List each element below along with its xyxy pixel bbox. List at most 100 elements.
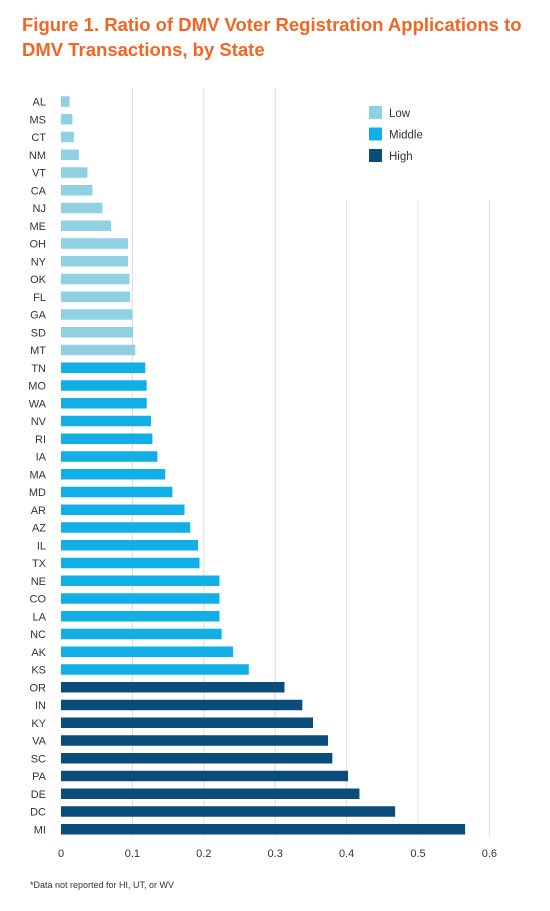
bar-sd xyxy=(61,327,134,338)
bar-ms xyxy=(61,114,73,125)
legend-swatch-middle xyxy=(369,127,382,141)
bar-nc xyxy=(61,628,222,640)
state-label: AL xyxy=(33,97,46,109)
bar-al xyxy=(61,96,70,107)
state-label: AZ xyxy=(32,523,46,535)
state-label: OR xyxy=(30,682,47,694)
state-label: GA xyxy=(30,310,47,322)
bar-ok xyxy=(61,273,130,285)
bar-nv xyxy=(61,415,151,427)
x-tick-label: 0.4 xyxy=(339,848,354,860)
gridlines xyxy=(131,88,490,836)
state-label: ME xyxy=(30,221,47,233)
bar-mi xyxy=(61,824,466,835)
state-label: IL xyxy=(37,540,46,552)
bar-ar xyxy=(61,504,185,515)
state-label: IA xyxy=(36,452,47,464)
legend-label-low: Low xyxy=(389,108,411,120)
state-label: NY xyxy=(31,256,47,268)
state-labels: AL MS CT NM VT CA NJ ME OH NY OK FL GA SD MT TN MO WA NV RI… xyxy=(28,97,46,837)
bar-ga xyxy=(61,309,133,320)
bar-sc xyxy=(61,753,333,764)
state-label: AK xyxy=(31,647,46,659)
state-label: FL xyxy=(33,292,46,304)
bar-or xyxy=(61,682,285,693)
state-label: NV xyxy=(31,416,47,428)
bar-az xyxy=(61,522,191,533)
state-label: MO xyxy=(28,381,46,393)
state-label: AR xyxy=(31,505,46,517)
bar-mo xyxy=(61,380,147,391)
bar-nm xyxy=(61,149,79,160)
bar-co xyxy=(61,593,220,604)
state-label: TX xyxy=(32,558,47,570)
x-tick-label: 0.6 xyxy=(482,848,497,860)
x-tick-label: 0.3 xyxy=(268,848,283,860)
state-label: OH xyxy=(30,239,47,251)
legend: Low Middle High xyxy=(369,106,423,163)
state-label: DE xyxy=(31,789,46,801)
bar-ky xyxy=(61,717,314,728)
state-label: CT xyxy=(31,132,46,144)
state-label: KY xyxy=(31,718,46,730)
bar-ca xyxy=(61,185,93,196)
x-tick-label: 0 xyxy=(58,848,64,860)
state-label: WA xyxy=(29,398,47,410)
legend-label-middle: Middle xyxy=(389,130,423,142)
legend-label-high: High xyxy=(389,151,413,163)
bar-fl xyxy=(61,291,131,302)
x-tick-label: 0.5 xyxy=(410,848,425,860)
state-label: MA xyxy=(30,469,47,481)
state-label: MD xyxy=(29,487,46,499)
state-label: MT xyxy=(30,345,46,357)
state-label: NJ xyxy=(33,203,46,215)
state-label: MI xyxy=(34,824,46,836)
state-label: TN xyxy=(31,363,46,375)
state-label: OK xyxy=(30,274,47,286)
state-label: SD xyxy=(31,327,46,339)
legend-swatch-low xyxy=(369,106,382,119)
state-label: KS xyxy=(31,665,46,677)
bar-oh xyxy=(61,238,129,249)
state-label: SC xyxy=(31,753,46,765)
bar-tn xyxy=(61,362,146,373)
bar-pa xyxy=(61,770,349,782)
bar-ia xyxy=(61,451,158,462)
state-label: PA xyxy=(32,771,47,783)
bar-wa xyxy=(61,398,147,409)
bar-md xyxy=(61,486,173,498)
bar-ma xyxy=(61,469,166,480)
bar-me xyxy=(61,220,111,231)
bar-tx xyxy=(61,557,200,569)
bar-il xyxy=(61,540,199,551)
bar-de xyxy=(61,788,360,799)
bar-in xyxy=(61,699,303,711)
bars xyxy=(61,96,466,835)
bar-ak xyxy=(61,646,234,657)
bar-la xyxy=(61,611,220,622)
state-label: CO xyxy=(30,594,47,606)
state-label: LA xyxy=(33,611,47,623)
state-label: NM xyxy=(29,150,46,162)
x-tick-label: 0.2 xyxy=(196,848,211,860)
footnote: *Data not reported for HI, UT, or WV xyxy=(30,880,175,890)
state-label: NE xyxy=(31,576,46,588)
state-label: IN xyxy=(35,700,46,712)
state-label: NC xyxy=(30,629,46,641)
chart-title: Figure 1. Ratio of DMV Voter Registratio… xyxy=(22,14,522,60)
bar-mt xyxy=(61,344,136,356)
state-label: DC xyxy=(30,807,46,819)
bar-dc xyxy=(61,806,396,817)
bar-ny xyxy=(61,256,129,267)
bar-va xyxy=(61,735,329,746)
x-axis-ticks: 0 0.1 0.2 0.3 0.4 0.5 0.6 xyxy=(58,848,497,860)
legend-swatch-high xyxy=(369,149,382,162)
x-tick-label: 0.1 xyxy=(125,848,140,860)
state-label: VT xyxy=(32,168,46,180)
bar-ks xyxy=(61,664,249,675)
state-label: RI xyxy=(35,434,46,446)
bar-ne xyxy=(61,575,220,586)
bar-vt xyxy=(61,167,88,178)
bar-ri xyxy=(61,433,153,444)
